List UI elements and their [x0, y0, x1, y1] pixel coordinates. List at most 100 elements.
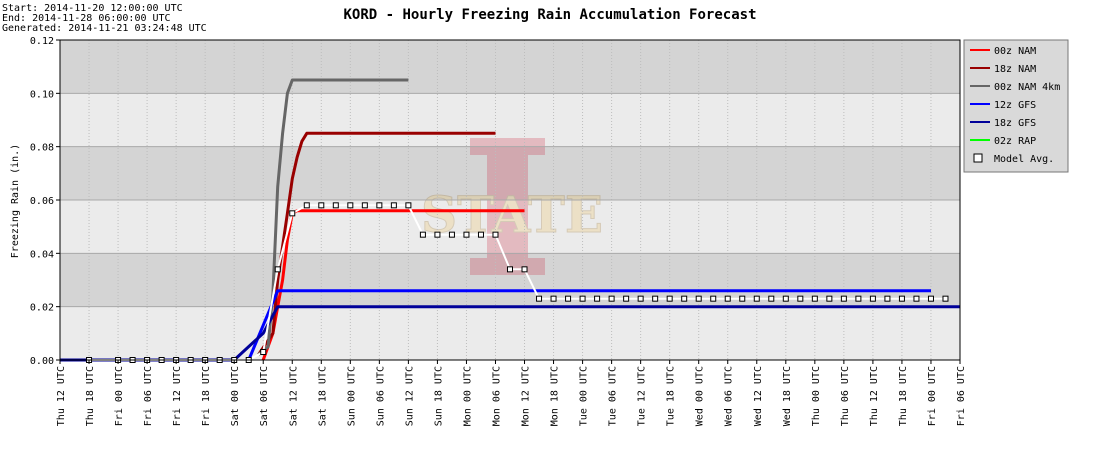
x-tick-label: Fri 06 UTC [143, 366, 154, 426]
legend-swatch [973, 153, 983, 163]
model-avg-point [347, 202, 354, 209]
model-avg-point [869, 295, 876, 302]
legend-box [963, 39, 1069, 173]
plot-band [60, 40, 960, 94]
y-tick-label: 0.08 [30, 143, 54, 154]
x-tick-label: Thu 12 UTC [56, 366, 67, 426]
model-avg-point [318, 202, 325, 209]
model-avg-point [550, 295, 557, 302]
x-tick-label: Tue 00 UTC [579, 366, 590, 426]
x-tick-label: Sat 00 UTC [230, 366, 241, 426]
x-tick-label: Thu 18 UTC [898, 366, 909, 426]
x-tick-label: Sat 18 UTC [317, 366, 328, 426]
model-avg-point [289, 210, 296, 217]
end-time-text: End: 2014-11-28 06:00:00 UTC [2, 13, 171, 24]
x-tick-label: Wed 06 UTC [724, 366, 735, 426]
legend-label: Model Avg. [994, 154, 1054, 165]
y-tick-label: 0.04 [30, 249, 54, 260]
model-avg-point [361, 202, 368, 209]
legend: 00z NAM 18z NAM 00z NAM 4km 12z GFS 18z GFS 0… [963, 39, 1069, 173]
x-tick-label: Fri 18 UTC [201, 366, 212, 426]
model-avg-point [623, 295, 630, 302]
model-avg-point [594, 295, 601, 302]
plot-band [60, 306, 960, 360]
y-tick-label: 0.02 [30, 303, 54, 314]
x-tick-label: Thu 12 UTC [869, 366, 880, 426]
legend-label: 18z GFS [994, 118, 1036, 129]
model-avg-point [390, 202, 397, 209]
generated-time-text: Generated: 2014-11-21 03:24:48 UTC [2, 23, 207, 34]
plot-band [60, 200, 960, 254]
x-tick-label: Sun 00 UTC [346, 366, 357, 426]
x-tick-label: Wed 18 UTC [782, 366, 793, 426]
model-avg-point [652, 295, 659, 302]
model-avg-point [565, 295, 572, 302]
y-axis-label: Freezing Rain (in.) [10, 144, 21, 258]
model-avg-point [753, 295, 760, 302]
model-avg-point [855, 295, 862, 302]
x-tick-label: Fri 06 UTC [956, 366, 967, 426]
legend-label: 00z NAM [994, 46, 1036, 57]
watermark-i-shape [470, 138, 545, 275]
x-tick-label: Fri 12 UTC [172, 366, 183, 426]
legend-label: 00z NAM 4km [994, 82, 1060, 93]
model-avg-point [927, 295, 934, 302]
legend-label: 18z NAM [994, 64, 1036, 75]
x-tick-label: Fri 00 UTC [927, 366, 938, 426]
model-avg-point [405, 202, 412, 209]
series-line [257, 78, 409, 356]
model-avg-point [507, 266, 513, 273]
x-tick-label: Wed 12 UTC [753, 366, 764, 426]
x-tick-label: Sun 12 UTC [404, 366, 415, 426]
model-avg-point [826, 295, 833, 302]
model-avg-point [521, 266, 528, 273]
model-avg-point [913, 295, 920, 302]
model-avg-point [274, 266, 281, 273]
model-avg-point [608, 295, 615, 302]
legend-label: 12z GFS [994, 100, 1036, 111]
model-avg-point [884, 295, 891, 302]
model-avg-point [782, 295, 789, 302]
model-avg-point [434, 231, 441, 238]
model-avg-point [463, 231, 470, 238]
x-tick-label: Mon 06 UTC [491, 366, 502, 426]
model-avg-point [579, 295, 586, 302]
plot-band [60, 93, 960, 147]
x-tick-label: Sat 06 UTC [259, 366, 270, 426]
x-tick-label: Thu 18 UTC [85, 366, 96, 426]
model-avg-point [303, 202, 310, 209]
model-avg-point [666, 295, 673, 302]
model-avg-point [724, 295, 731, 302]
model-avg-point [811, 295, 818, 302]
model-avg-point [332, 202, 339, 209]
model-avg-point [942, 295, 949, 302]
model-avg-point [260, 349, 267, 355]
model-avg-point [768, 295, 775, 302]
model-avg-point [536, 295, 543, 302]
plot-band [60, 146, 960, 200]
model-avg-point [419, 231, 426, 238]
x-tick-label: Mon 00 UTC [462, 366, 473, 426]
model-avg-point [492, 231, 499, 238]
x-tick-label: Mon 12 UTC [521, 366, 532, 426]
model-avg-point [681, 295, 688, 302]
chart-title: KORD - Hourly Freezing Rain Accumulation… [343, 7, 756, 23]
model-avg-point [695, 295, 702, 302]
x-tick-label: Sun 06 UTC [375, 366, 386, 426]
start-time-text: Start: 2014-11-20 12:00:00 UTC [2, 3, 183, 14]
y-tick-label: 0.00 [30, 356, 54, 367]
x-tick-label: Sat 12 UTC [288, 366, 299, 426]
x-tick-label: Mon 18 UTC [550, 366, 561, 426]
model-avg-point [898, 295, 905, 302]
x-tick-label: Wed 00 UTC [695, 366, 706, 426]
model-avg-point [739, 295, 746, 302]
model-avg-point [477, 231, 484, 238]
legend-label: 02z RAP [994, 136, 1036, 147]
y-tick-label: 0.10 [30, 89, 54, 100]
x-tick-label: Thu 00 UTC [811, 366, 822, 426]
x-tick-label: Tue 06 UTC [608, 366, 619, 426]
x-tick-label: Sun 18 UTC [433, 366, 444, 426]
x-tick-label: Tue 18 UTC [666, 366, 677, 426]
x-tick-label: Tue 12 UTC [637, 366, 648, 426]
x-tick-label: Fri 00 UTC [114, 366, 125, 426]
